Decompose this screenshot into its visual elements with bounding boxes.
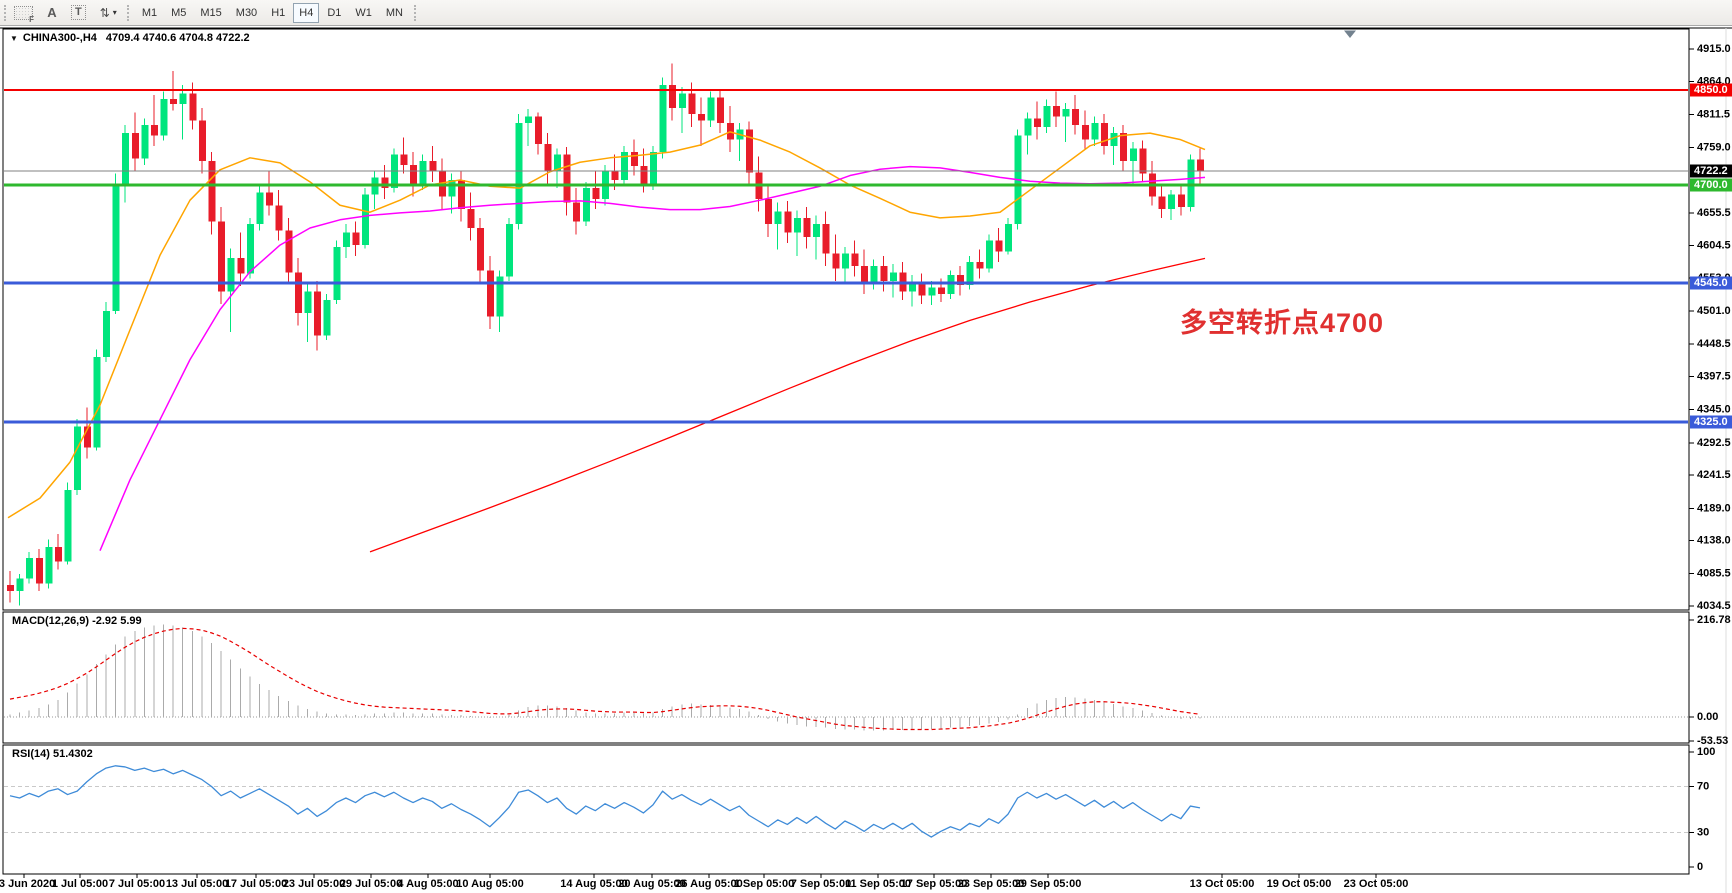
ma-slow-line: [369, 257, 1206, 553]
svg-text:4545.0: 4545.0: [1694, 277, 1728, 289]
svg-text:4241.5: 4241.5: [1697, 469, 1731, 481]
svg-text:4700.0: 4700.0: [1694, 179, 1728, 191]
rsi-indicator-label: RSI(14) 51.4302: [12, 748, 93, 760]
svg-text:4915.0: 4915.0: [1697, 43, 1731, 55]
timeframe-mn-button[interactable]: MN: [385, 6, 403, 19]
chart-text-annotation: 多空转折点4700: [1180, 308, 1385, 338]
svg-text:1 Sep 05:00: 1 Sep 05:00: [734, 878, 795, 890]
svg-text:23 Jul 05:00: 23 Jul 05:00: [283, 878, 345, 890]
svg-text:13 Jul 05:00: 13 Jul 05:00: [166, 878, 228, 890]
ma-mid-line-group: [99, 165, 1206, 551]
svg-text:4759.0: 4759.0: [1697, 142, 1731, 154]
svg-text:4501.0: 4501.0: [1697, 305, 1731, 317]
dropdown-triangle-icon[interactable]: ▼: [10, 33, 18, 43]
svg-text:17 Sep 05:00: 17 Sep 05:00: [901, 878, 968, 890]
ohlc-values-label: 4709.4 4740.6 4704.8 4722.2: [105, 32, 250, 44]
svg-text:0: 0: [1697, 861, 1703, 873]
chart-panes: [0, 27, 1732, 893]
svg-text:4448.5: 4448.5: [1697, 338, 1731, 350]
arrows-tool-button[interactable]: ⇅ ▾: [94, 3, 123, 23]
svg-text:4325.0: 4325.0: [1694, 416, 1728, 428]
symbol-period-label: CHINA300-,H4: [22, 32, 97, 44]
macd-pane: 216.78 0.00 -53.53: [4, 614, 1731, 747]
timeframe-w1-button[interactable]: W1: [355, 6, 372, 19]
svg-text:4 Aug 05:00: 4 Aug 05:00: [397, 878, 458, 890]
svg-text:14 Aug 05:00: 14 Aug 05:00: [560, 878, 627, 890]
svg-text:7 Jul 05:00: 7 Jul 05:00: [109, 878, 165, 890]
svg-text:23 Jun 2020: 23 Jun 2020: [0, 878, 55, 890]
svg-text:4034.5: 4034.5: [1697, 600, 1731, 612]
svg-text:23 Sep 05:00: 23 Sep 05:00: [958, 878, 1025, 890]
svg-text:4850.0: 4850.0: [1694, 84, 1728, 96]
timeframe-m30-button[interactable]: M30: [235, 6, 258, 19]
svg-text:4292.5: 4292.5: [1697, 437, 1731, 449]
svg-text:4397.5: 4397.5: [1697, 370, 1731, 382]
rsi-pane: 100 70 30 0: [4, 746, 1715, 873]
svg-text:216.78: 216.78: [1697, 614, 1731, 626]
timeframe-d1-button[interactable]: D1: [327, 6, 342, 19]
ma-fast-line-group: [7, 131, 1206, 519]
grid-properties-icon[interactable]: F: [14, 5, 34, 24]
rsi-series: [9, 765, 1201, 838]
toolbar-drag-handle[interactable]: [4, 4, 6, 21]
svg-text:4811.5: 4811.5: [1697, 108, 1730, 120]
svg-text:-53.53: -53.53: [1697, 735, 1728, 747]
svg-text:29 Sep 05:00: 29 Sep 05:00: [1015, 878, 1082, 890]
svg-text:26 Aug 05:00: 26 Aug 05:00: [675, 878, 742, 890]
ma-fast-line: [7, 131, 1206, 519]
toolbar-separator: [126, 4, 129, 21]
timeframe-m15-button[interactable]: M15: [200, 6, 222, 19]
macd-signal-line: [9, 627, 1201, 731]
svg-text:23 Oct 05:00: 23 Oct 05:00: [1344, 878, 1409, 890]
macd-indicator-label: MACD(12,26,9) -2.92 5.99: [12, 615, 142, 627]
svg-text:1 Jul 05:00: 1 Jul 05:00: [52, 878, 108, 890]
svg-text:4138.0: 4138.0: [1697, 535, 1731, 547]
svg-text:29 Jul 05:00: 29 Jul 05:00: [340, 878, 402, 890]
text-box-tool-button[interactable]: T: [71, 5, 86, 20]
svg-text:4604.5: 4604.5: [1697, 239, 1731, 251]
price-axis: 4915.04864.04811.54759.04655.54604.54553…: [1689, 43, 1731, 612]
svg-text:11 Sep 05:00: 11 Sep 05:00: [845, 878, 911, 890]
chart-shift-marker-icon[interactable]: [1344, 30, 1356, 39]
timeframe-m1-button[interactable]: M1: [141, 6, 158, 19]
svg-text:17 Jul 05:00: 17 Jul 05:00: [225, 878, 287, 890]
svg-text:7 Sep 05:00: 7 Sep 05:00: [791, 878, 852, 890]
toolbar-separator: [413, 4, 416, 21]
chevron-down-icon: ▾: [112, 8, 117, 17]
horizontal-level-lines: [4, 89, 1688, 424]
grid-f-label: F: [29, 14, 34, 24]
svg-text:0.00: 0.00: [1697, 711, 1718, 723]
timeframe-h1-button[interactable]: H1: [271, 6, 286, 19]
arrows-icon: ⇅: [99, 5, 110, 20]
toolbar: F A T ⇅ ▾ M1 M5 M15 M30 H1 H4 D1 W1 MN: [0, 0, 1732, 26]
timeframe-h4-button[interactable]: H4: [293, 2, 320, 23]
macd-histogram: [9, 624, 1201, 731]
svg-text:70: 70: [1697, 781, 1709, 793]
svg-text:100: 100: [1697, 746, 1715, 758]
shift-marker: [1344, 30, 1356, 39]
svg-text:19 Oct 05:00: 19 Oct 05:00: [1267, 878, 1332, 890]
svg-text:4085.5: 4085.5: [1697, 568, 1731, 580]
text-label-tool-button[interactable]: A: [47, 5, 57, 20]
macd-signal: [9, 627, 1201, 731]
svg-text:4345.0: 4345.0: [1697, 404, 1731, 416]
svg-text:4722.2: 4722.2: [1694, 165, 1728, 177]
ma-slow-line-group: [369, 257, 1206, 553]
candlestick-series: [7, 63, 1204, 606]
chart-title: ▼ CHINA300-,H4 4709.4 4740.6 4704.8 4722…: [10, 32, 250, 44]
svg-text:20 Aug 05:00: 20 Aug 05:00: [618, 878, 685, 890]
svg-text:10 Aug 05:00: 10 Aug 05:00: [456, 878, 523, 890]
svg-text:30: 30: [1697, 827, 1709, 839]
timeframe-m5-button[interactable]: M5: [171, 6, 187, 19]
svg-text:4655.5: 4655.5: [1697, 207, 1731, 219]
svg-text:13 Oct 05:00: 13 Oct 05:00: [1190, 878, 1255, 890]
price-badges: 4850.0 4722.2 4700.0 4545.0 4325.0: [1690, 83, 1732, 429]
svg-text:4189.0: 4189.0: [1697, 502, 1731, 514]
rsi-line: [9, 765, 1201, 838]
ma-mid-line: [99, 165, 1206, 551]
